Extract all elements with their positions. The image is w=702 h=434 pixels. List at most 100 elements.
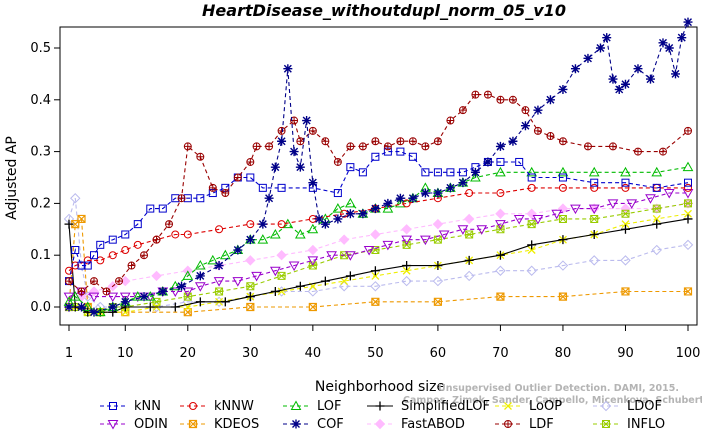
data-point bbox=[465, 189, 474, 198]
data-point bbox=[508, 95, 517, 104]
data-point bbox=[677, 33, 687, 43]
data-point bbox=[570, 64, 580, 74]
data-point bbox=[432, 218, 444, 230]
data-point bbox=[496, 157, 505, 166]
data-point bbox=[246, 157, 255, 166]
data-point bbox=[621, 178, 630, 187]
data-point bbox=[146, 204, 155, 213]
data-point bbox=[294, 228, 306, 239]
data-point bbox=[77, 302, 87, 312]
data-point bbox=[245, 282, 255, 291]
data-point bbox=[290, 400, 302, 410]
data-point bbox=[246, 220, 255, 229]
data-point bbox=[590, 183, 599, 192]
legend-item-ldof: LDOF bbox=[593, 399, 662, 414]
data-point bbox=[270, 286, 280, 296]
data-point bbox=[402, 261, 412, 271]
data-point bbox=[370, 266, 380, 276]
data-point bbox=[621, 183, 630, 192]
legend-item-ldf: LDF bbox=[495, 417, 554, 432]
data-point bbox=[196, 194, 205, 203]
legend-item-odin: ODIN bbox=[100, 417, 168, 432]
data-point bbox=[590, 178, 599, 187]
data-point bbox=[408, 193, 418, 203]
data-point bbox=[295, 281, 305, 291]
data-point bbox=[620, 224, 630, 234]
plot-frame bbox=[59, 26, 698, 326]
data-point bbox=[375, 401, 385, 411]
legend-label-simplifiedlof: SimplifiedLOF bbox=[401, 399, 490, 414]
y-axis-label: Adjusted AP bbox=[4, 136, 20, 220]
data-point bbox=[370, 281, 381, 292]
data-point bbox=[170, 302, 180, 312]
series-line-odin bbox=[68, 192, 688, 298]
data-point bbox=[183, 142, 192, 151]
data-point bbox=[345, 209, 355, 219]
data-point bbox=[307, 256, 319, 266]
x-tick-label: 20 bbox=[180, 346, 197, 361]
data-point bbox=[589, 214, 599, 223]
data-point bbox=[458, 168, 467, 177]
data-point bbox=[109, 402, 117, 410]
data-point bbox=[527, 240, 537, 250]
data-point bbox=[345, 197, 356, 208]
data-point bbox=[71, 246, 80, 255]
data-point bbox=[558, 214, 568, 223]
data-point bbox=[408, 152, 417, 161]
data-point bbox=[169, 287, 181, 297]
data-point bbox=[333, 214, 343, 224]
chart-title: HeartDisease_withoutdupl_norm_05_v10 bbox=[202, 1, 566, 20]
data-point bbox=[684, 209, 692, 218]
data-point bbox=[683, 287, 693, 296]
data-point bbox=[90, 277, 99, 286]
data-point bbox=[152, 297, 162, 306]
data-point bbox=[533, 105, 543, 115]
data-point bbox=[383, 198, 393, 208]
data-point bbox=[213, 277, 225, 287]
y-tick-label: 0.0 bbox=[30, 300, 51, 315]
data-point bbox=[683, 17, 693, 27]
data-point bbox=[65, 277, 74, 286]
data-point bbox=[682, 161, 694, 172]
data-point bbox=[245, 255, 256, 266]
data-point bbox=[508, 136, 518, 146]
data-point bbox=[283, 64, 293, 74]
legend-label-knnw: kNNW bbox=[214, 399, 254, 414]
data-point bbox=[277, 271, 287, 280]
data-point bbox=[433, 297, 442, 306]
data-point bbox=[90, 251, 99, 260]
data-point bbox=[139, 292, 149, 302]
series-line-cof bbox=[69, 21, 689, 313]
data-point bbox=[395, 197, 406, 208]
data-point bbox=[626, 199, 638, 209]
data-point bbox=[370, 204, 380, 214]
data-point bbox=[570, 204, 581, 215]
data-point bbox=[433, 261, 443, 271]
data-point bbox=[551, 209, 563, 220]
data-point bbox=[120, 297, 130, 307]
data-point bbox=[533, 126, 542, 135]
data-point bbox=[374, 418, 386, 430]
legend: kNN kNNW LOF SimplifiedLOF LoOP LDOF ODIN KDEOS… bbox=[100, 399, 665, 432]
data-point bbox=[189, 402, 197, 410]
data-point bbox=[64, 219, 74, 229]
data-point bbox=[96, 240, 105, 249]
data-point bbox=[308, 178, 318, 188]
data-point bbox=[358, 209, 368, 219]
series-cof bbox=[64, 17, 693, 317]
data-point bbox=[89, 307, 99, 317]
y-tick-label: 0.4 bbox=[30, 93, 51, 108]
x-tick-label: 90 bbox=[617, 346, 634, 361]
data-point bbox=[182, 287, 194, 297]
data-point bbox=[177, 281, 187, 291]
legend-label-odin: ODIN bbox=[134, 417, 168, 432]
data-point bbox=[495, 220, 506, 230]
data-point bbox=[296, 137, 305, 146]
data-point bbox=[96, 256, 105, 265]
legend-label-kdeos: KDEOS bbox=[214, 417, 259, 432]
data-point bbox=[608, 74, 618, 84]
data-point bbox=[401, 224, 412, 235]
data-point bbox=[432, 275, 444, 287]
data-point bbox=[457, 225, 469, 235]
data-point bbox=[546, 132, 555, 141]
